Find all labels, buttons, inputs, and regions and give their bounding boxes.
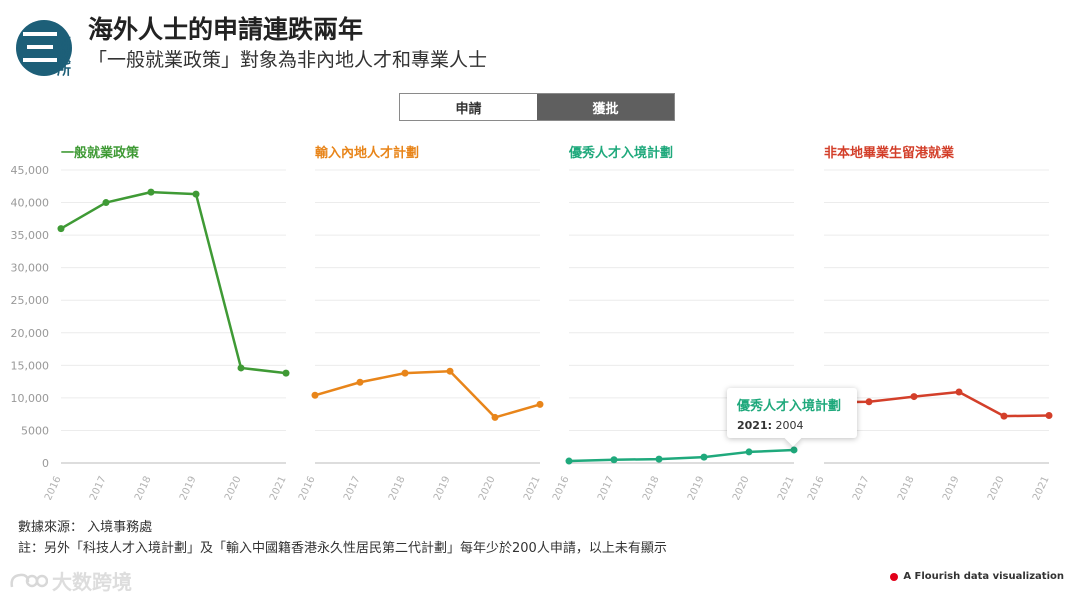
tooltip-series: 優秀人才入境計劃 [737, 399, 842, 414]
panel-title: 輸入內地人才計劃 [315, 145, 419, 161]
data-point [1000, 412, 1008, 420]
x-tick-label: 2021 [522, 475, 543, 500]
toggle-approved[interactable]: 獲批 [537, 94, 674, 120]
series-line [823, 390, 1050, 418]
tooltip-value: 2004 [775, 419, 804, 432]
data-point [565, 457, 573, 465]
x-tick-label: 2018 [641, 475, 662, 500]
series-line [314, 369, 541, 419]
data-point [57, 225, 65, 233]
x-tick-label: 2018 [896, 475, 917, 500]
footnote: 註：另外「科技人才入境計劃」及「輸入中國籍香港永久性居民第二代計劃」每年少於20… [18, 541, 667, 556]
data-point [955, 388, 963, 396]
x-tick-label: 2021 [1031, 475, 1052, 500]
panel-title: 非本地畢業生留港就業 [824, 145, 955, 161]
data-point [610, 456, 618, 464]
flourish-credit[interactable]: A Flourish data visualization [890, 571, 1064, 582]
x-tick-label: 2017 [342, 475, 363, 500]
chart-subtitle: 「一般就業政策」對象為非內地人才和專業人士 [88, 49, 488, 71]
y-tick-label: 35,000 [11, 229, 50, 242]
toggle-applications[interactable]: 申請 [400, 94, 537, 120]
data-point [356, 378, 364, 386]
flourish-credit-text: A Flourish data visualization [903, 571, 1064, 582]
data-point [655, 455, 663, 463]
data-point [790, 446, 798, 454]
tooltip-body: 2021: 2004 [737, 419, 847, 432]
x-tick-label: 2020 [731, 475, 752, 500]
flourish-logo-icon [890, 572, 899, 581]
watermark-text: 大数跨境 [52, 570, 132, 594]
y-tick-label: 45,000 [11, 164, 50, 177]
view-toggle[interactable]: 申請 獲批 [399, 93, 675, 121]
x-tick-label: 2016 [297, 475, 318, 500]
y-tick-label: 40,000 [11, 197, 50, 210]
x-tick-label: 2018 [387, 475, 408, 500]
data-point [536, 400, 544, 408]
small-multiples-chart: 0 5000 10,000 15,000 20,000 25,000 30,000 35,00… [11, 145, 1053, 500]
logo-text: 研數所 [56, 36, 72, 77]
source-note: 數據來源： 入境事務處 [18, 520, 153, 535]
x-tick-label: 2016 [43, 475, 64, 500]
y-tick-label: 20,000 [11, 327, 50, 340]
data-point [491, 413, 499, 421]
watermark-icon [10, 573, 48, 587]
data-point [102, 199, 110, 207]
x-tick-label: 2017 [596, 475, 617, 500]
y-tick-label: 5000 [21, 424, 49, 437]
tooltip-year: 2021: [737, 419, 773, 432]
panel-title: 一般就業政策 [61, 145, 140, 161]
x-tick-label: 2021 [268, 475, 289, 500]
data-point [192, 190, 200, 198]
series-line [60, 190, 287, 375]
data-point [147, 188, 155, 196]
x-tick-label: 2017 [851, 475, 872, 500]
data-point [1045, 411, 1053, 419]
data-point [745, 448, 753, 456]
tooltip: 優秀人才入境計劃 2021: 2004 [727, 388, 857, 438]
data-point [446, 367, 454, 375]
data-point [401, 369, 409, 377]
panel-title: 優秀人才入境計劃 [568, 145, 673, 161]
data-point [237, 364, 245, 372]
x-tick-label: 2019 [941, 475, 962, 500]
x-tick-label: 2020 [477, 475, 498, 500]
data-point [282, 369, 290, 377]
y-tick-label: 0 [42, 457, 49, 470]
x-tick-label: 2020 [223, 475, 244, 500]
data-point [700, 453, 708, 461]
data-point [311, 391, 319, 399]
data-point [910, 393, 918, 401]
logo: 研數所 [16, 20, 72, 77]
watermark: 大数跨境 [8, 566, 132, 595]
x-tick-label: 2019 [178, 475, 199, 500]
x-tick-label: 2021 [776, 475, 797, 500]
y-tick-label: 15,000 [11, 359, 50, 372]
x-tick-label: 2017 [88, 475, 109, 500]
x-tick-label: 2018 [133, 475, 154, 500]
x-tick-label: 2019 [432, 475, 453, 500]
chart-title: 海外人士的申請連跌兩年 [88, 15, 364, 44]
y-tick-label: 30,000 [11, 262, 50, 275]
y-tick-label: 25,000 [11, 294, 50, 307]
data-point [865, 398, 873, 406]
x-tick-label: 2020 [986, 475, 1007, 500]
x-tick-label: 2016 [806, 475, 827, 500]
x-tick-label: 2016 [551, 475, 572, 500]
series-line [568, 448, 795, 463]
x-tick-label: 2019 [686, 475, 707, 500]
y-tick-label: 10,000 [11, 392, 50, 405]
